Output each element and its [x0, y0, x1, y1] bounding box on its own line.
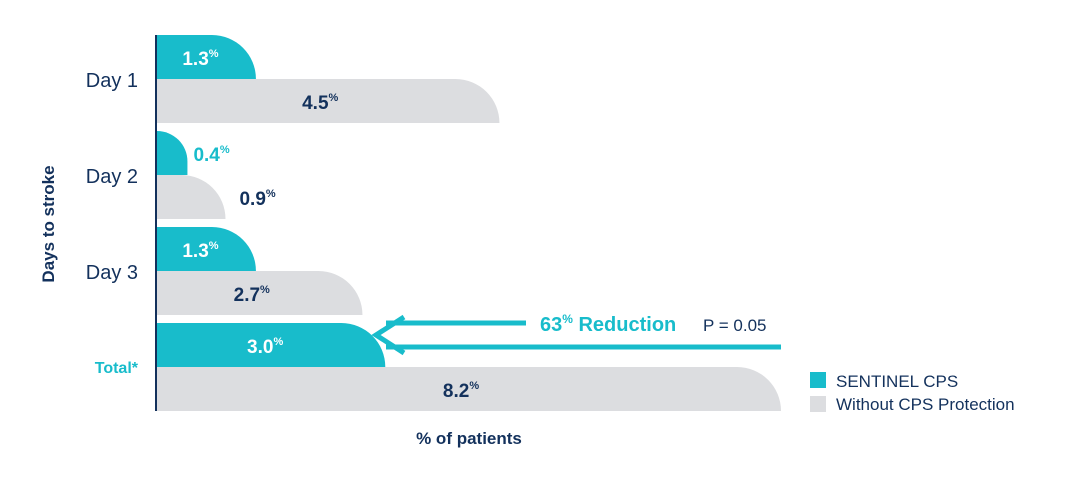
- bar-sentinel: [157, 131, 188, 175]
- annotation-reduction-label: 63% Reduction: [540, 312, 676, 336]
- bar-without-protection: [157, 271, 363, 315]
- annotation-pvalue: P = 0.05: [703, 316, 767, 335]
- legend-label-without-protection: Without CPS Protection: [836, 395, 1015, 414]
- y-axis-label: Days to stroke: [39, 165, 58, 282]
- bar-sentinel: [157, 35, 256, 79]
- x-axis-label: % of patients: [416, 429, 522, 448]
- bar-without-protection: [157, 79, 500, 123]
- bar-sentinel: [157, 323, 386, 367]
- annotation-arrow: [371, 314, 781, 356]
- bar-without-protection: [157, 367, 781, 411]
- value-label-sentinel: 1.3%: [182, 240, 218, 262]
- category-label: Day 2: [86, 166, 138, 188]
- value-label-sentinel: 3.0%: [247, 336, 283, 358]
- legend-label-sentinel: SENTINEL CPS: [836, 372, 958, 391]
- value-label-without-protection: 0.9%: [239, 188, 275, 210]
- value-label-without-protection: 2.7%: [234, 284, 270, 306]
- category-label: Day 3: [86, 262, 138, 284]
- value-label-sentinel: 1.3%: [182, 48, 218, 70]
- legend-swatch-sentinel: [810, 372, 826, 388]
- value-label-without-protection: 4.5%: [302, 92, 338, 114]
- category-label: Total*: [95, 360, 139, 377]
- value-label-sentinel: 0.4%: [193, 144, 229, 166]
- value-label-without-protection: 8.2%: [443, 380, 479, 402]
- bar-without-protection: [157, 175, 226, 219]
- category-label: Day 1: [86, 70, 138, 92]
- bar-sentinel: [157, 227, 256, 271]
- legend-swatch-without-protection: [810, 396, 826, 412]
